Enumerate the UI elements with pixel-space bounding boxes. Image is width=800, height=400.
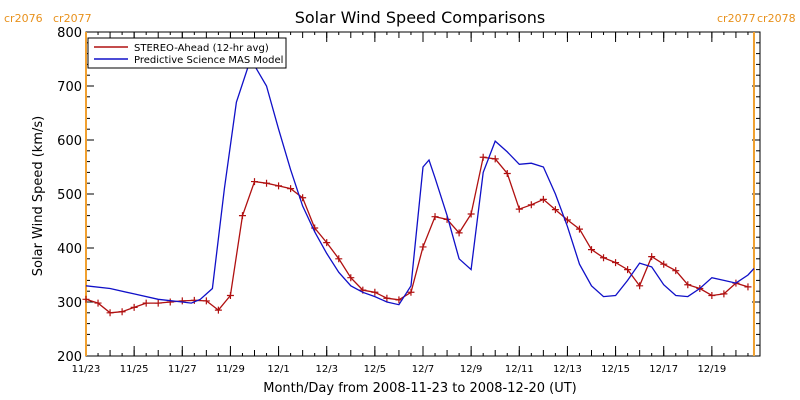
data-point [612, 259, 620, 267]
data-point [431, 213, 439, 221]
xtick-label: 12/19 [697, 364, 726, 375]
data-point [94, 299, 102, 307]
data-point [106, 309, 114, 317]
xtick-label: 11/23 [72, 364, 101, 375]
data-point [335, 255, 343, 263]
xtick-label: 11/27 [168, 364, 197, 375]
data-point [407, 288, 415, 296]
xtick-label: 12/7 [412, 364, 434, 375]
data-point [166, 298, 174, 306]
xtick-label: 11/25 [120, 364, 149, 375]
data-point [588, 246, 595, 254]
ytick-label: 600 [57, 134, 82, 149]
cr-label-right-start: cr2077 [53, 12, 92, 25]
xtick-label: 12/17 [649, 364, 678, 375]
cr-label-left-start: cr2076 [4, 12, 43, 25]
legend: STEREO-Ahead (12-hr avg)Predictive Scien… [87, 37, 287, 69]
xtick-label: 12/11 [505, 364, 534, 375]
data-point [178, 297, 186, 305]
data-point [323, 239, 331, 247]
cr-label-left-end: cr2077 [717, 12, 756, 25]
data-point [539, 195, 547, 203]
data-point [684, 281, 692, 289]
data-point [660, 260, 668, 268]
x-axis-label: Month/Day from 2008-11-23 to 2008-12-20 … [263, 381, 576, 396]
series-line-1 [85, 156, 749, 314]
data-point [624, 266, 632, 274]
xtick-label: 12/3 [315, 364, 337, 375]
legend-box [87, 37, 287, 69]
ytick-label: 400 [57, 242, 82, 257]
data-point [214, 306, 222, 314]
xtick-label: 12/15 [601, 364, 630, 375]
ytick-label: 700 [57, 80, 82, 95]
data-point [575, 225, 583, 233]
data-point [600, 254, 608, 262]
data-point [551, 206, 559, 214]
data-point [503, 169, 511, 177]
data-point [648, 253, 656, 261]
data-point [708, 292, 716, 300]
data-point [251, 178, 258, 186]
data-point [479, 153, 487, 161]
xtick-label: 11/29 [216, 364, 245, 375]
data-point [467, 210, 475, 218]
data-point [672, 267, 680, 275]
xtick-label: 12/13 [553, 364, 582, 375]
data-point [371, 288, 379, 296]
data-point [82, 295, 90, 303]
chart-title: Solar Wind Speed Comparisons [295, 8, 546, 27]
xtick-label: 12/1 [267, 364, 289, 375]
data-point [202, 297, 210, 305]
data-point [130, 303, 138, 311]
data-point [118, 308, 126, 316]
data-point [263, 179, 271, 187]
data-point [383, 294, 391, 302]
legend-label-1: STEREO-Ahead (12-hr avg) [134, 43, 269, 54]
legend-label-2: Predictive Science MAS Model [134, 55, 283, 66]
xtick-label: 12/5 [364, 364, 386, 375]
ytick-label: 500 [57, 188, 82, 203]
data-point [142, 299, 150, 307]
data-point [515, 205, 523, 213]
data-point [226, 292, 234, 300]
data-point [347, 274, 355, 282]
ytick-label: 800 [57, 26, 82, 41]
data-point [720, 290, 728, 298]
data-point [491, 155, 499, 163]
data-point [527, 201, 535, 209]
plot-area: 200 300 400 500 600 700 800 11/23 11/25 11/27 11/2… [57, 26, 761, 375]
ytick-label: 300 [57, 296, 82, 311]
ytick-label: 200 [57, 350, 82, 365]
data-point [744, 283, 752, 291]
data-point [636, 282, 644, 290]
data-point [455, 229, 463, 237]
data-point [275, 182, 283, 190]
xtick-label: 12/9 [460, 364, 482, 375]
data-point [419, 243, 427, 251]
data-point [287, 185, 295, 193]
series-line-2 [85, 64, 755, 306]
y-axis-label: Solar Wind Speed (km/s) [31, 116, 46, 276]
data-point [238, 212, 246, 220]
data-point [154, 299, 162, 307]
plot-frame [85, 31, 761, 357]
cr-label-right-end: cr2078 [757, 12, 796, 25]
